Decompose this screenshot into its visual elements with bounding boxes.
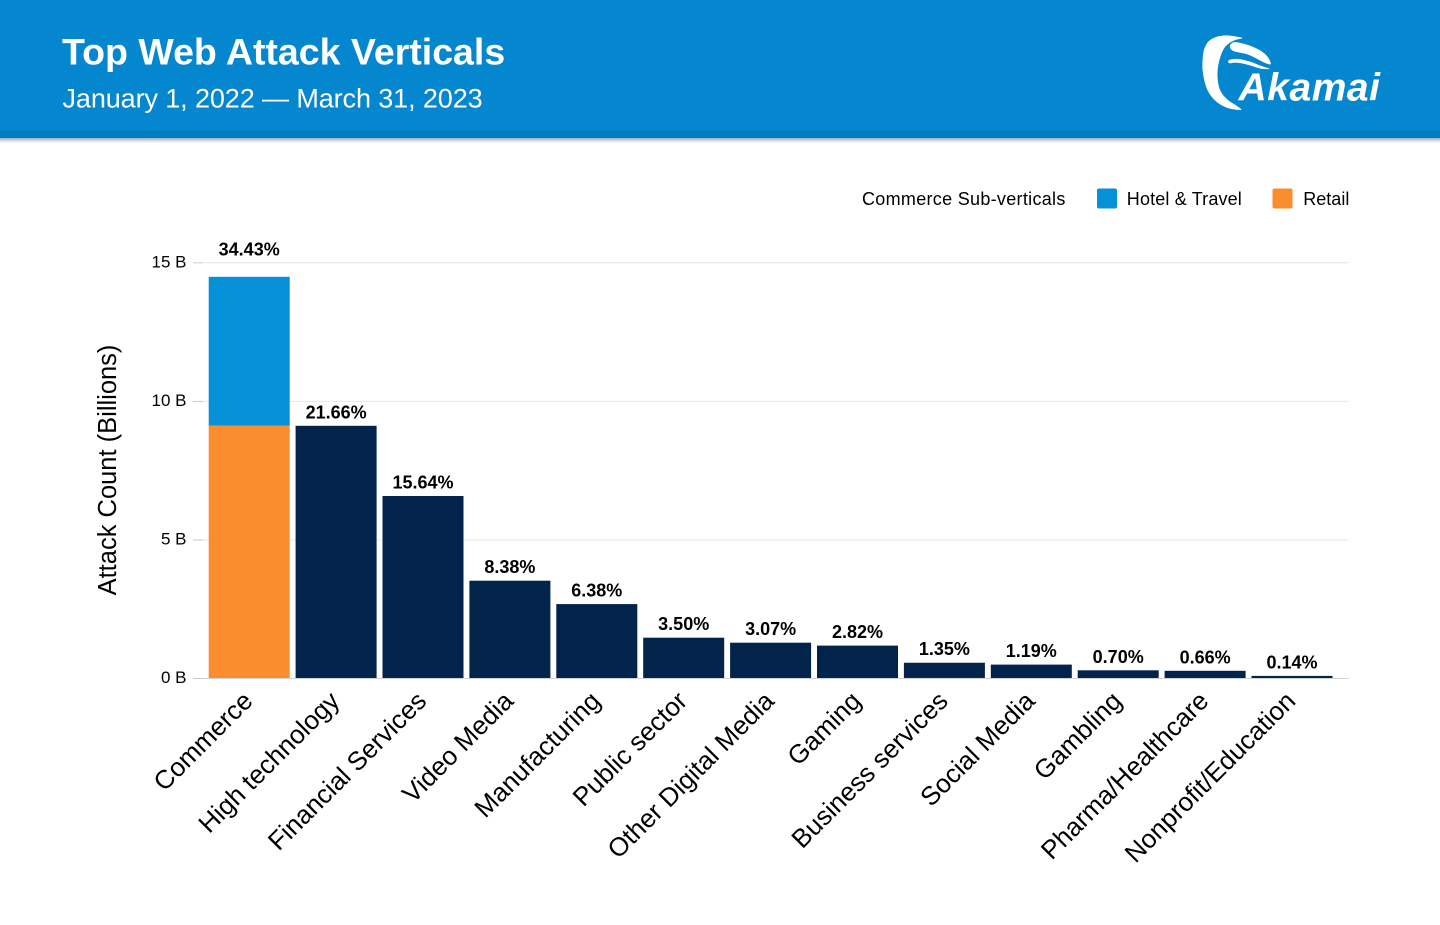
svg-text:10 B: 10 B (152, 391, 187, 410)
svg-text:Hotel & Travel: Hotel & Travel (1127, 189, 1242, 209)
svg-text:2.82%: 2.82% (832, 622, 883, 642)
svg-text:0 B: 0 B (161, 668, 187, 687)
svg-text:0.66%: 0.66% (1180, 647, 1231, 667)
svg-text:0.14%: 0.14% (1266, 652, 1317, 672)
svg-text:8.38%: 8.38% (484, 557, 535, 577)
svg-text:0.70%: 0.70% (1093, 647, 1144, 667)
svg-text:6.38%: 6.38% (571, 581, 622, 601)
svg-text:Top Web Attack Verticals: Top Web Attack Verticals (62, 30, 505, 72)
svg-text:Commerce Sub-verticals: Commerce Sub-verticals (862, 189, 1066, 209)
svg-text:34.43%: 34.43% (219, 239, 280, 259)
svg-text:5 B: 5 B (161, 530, 187, 549)
svg-text:3.07%: 3.07% (745, 619, 796, 639)
svg-text:3.50%: 3.50% (658, 614, 709, 634)
svg-text:Attack Count (Billions): Attack Count (Billions) (94, 345, 122, 596)
svg-text:1.35%: 1.35% (919, 639, 970, 659)
svg-text:Akamai: Akamai (1238, 66, 1382, 109)
svg-text:15.64%: 15.64% (392, 473, 453, 493)
svg-text:21.66%: 21.66% (306, 402, 367, 422)
svg-text:January 1, 2022 — March 31, 20: January 1, 2022 — March 31, 2023 (63, 83, 483, 113)
svg-text:15 B: 15 B (152, 252, 187, 271)
svg-text:Retail: Retail (1303, 189, 1349, 209)
svg-text:1.19%: 1.19% (1006, 641, 1057, 661)
